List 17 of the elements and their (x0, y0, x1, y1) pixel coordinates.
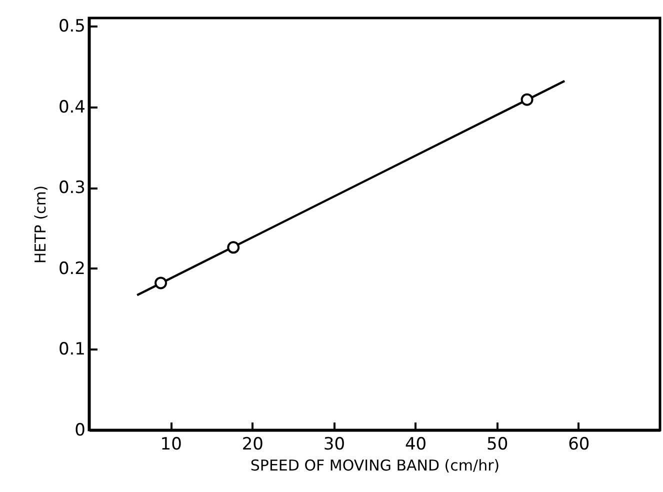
x-tick-label: 40 (404, 434, 427, 454)
y-tick-label: 0.3 (58, 178, 86, 198)
x-tick-label: 30 (323, 434, 346, 454)
point (520, 93, 534, 106)
y-tick-label: 0.4 (58, 97, 86, 118)
y-axis-title: HETP (cm) (31, 185, 50, 264)
x-axis-title: SPEED OF MOVING BAND (cm/hr) (250, 456, 500, 474)
y-tick-label: 0.5 (58, 16, 86, 37)
y-tick-label: 0 (74, 420, 86, 440)
point (227, 241, 240, 254)
point (154, 276, 168, 290)
y-tick-label: 0.2 (58, 258, 86, 279)
y-tick-label: 0.1 (58, 340, 86, 360)
x-tick-label: 60 (568, 434, 590, 454)
x-tick-label: 20 (242, 434, 264, 454)
x-tick-label: 10 (160, 434, 182, 454)
x-tick-label: 50 (486, 434, 508, 454)
